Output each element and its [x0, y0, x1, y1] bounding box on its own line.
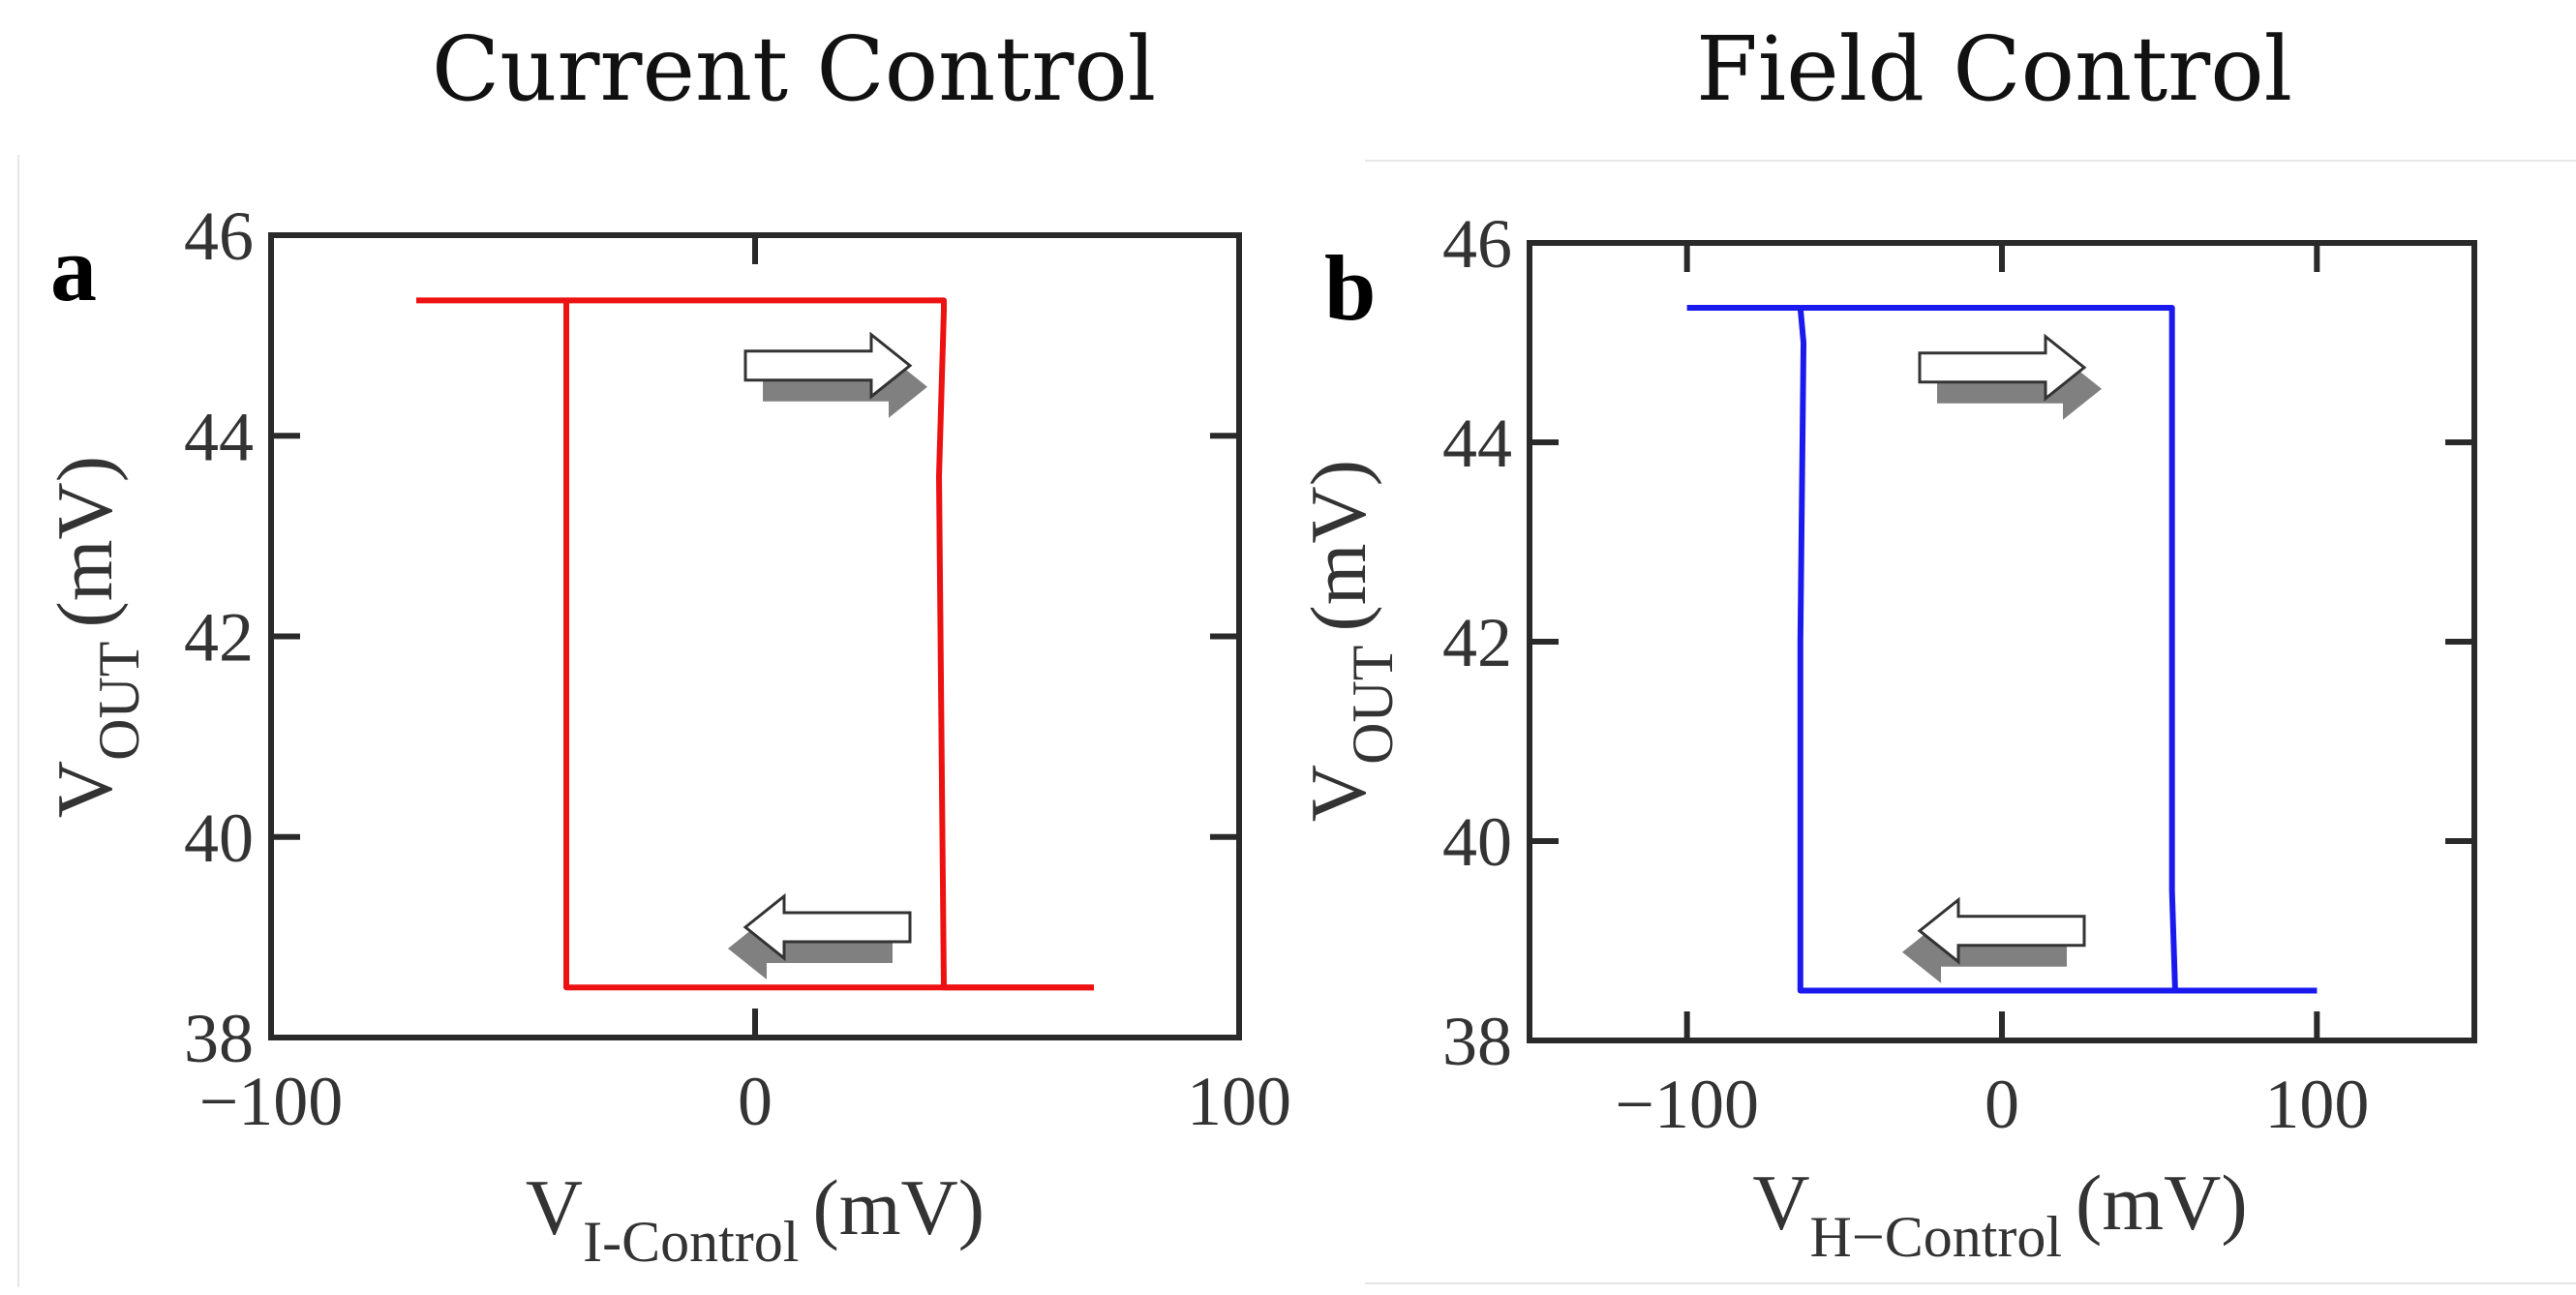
panel-b-xtick-label: 0	[1985, 1066, 2019, 1143]
panel-b-arrow-left	[1917, 896, 2086, 965]
panel-a-y-axis-label: VOUT(mV)	[41, 456, 151, 818]
panel-a-xtick-label: 100	[1187, 1063, 1291, 1140]
panel-b-chart: 38 40 42 44 46 −100 0 100 b VH−Control (mV) VOUT(mV…	[1294, 205, 2477, 1269]
panel-a-arrow-right	[743, 331, 913, 400]
panel-a-xtick-label: 0	[738, 1063, 773, 1140]
panel-b-series-line	[1686, 304, 2318, 994]
panel-b-ytick-label: 38	[1442, 1003, 1512, 1080]
panel-b-arrow-right-shadow	[1937, 357, 2102, 420]
panel-b-ytick-label: 46	[1442, 205, 1512, 283]
panel-b-ytick-label: 40	[1442, 803, 1512, 881]
panel-a-arrow-left-shadow	[728, 918, 893, 980]
panel-a-ytick-label: 46	[184, 197, 254, 275]
panel-b-arrow-right	[1918, 333, 2087, 402]
panel-b-ytick-label: 44	[1442, 405, 1512, 482]
panel-b-letter: b	[1324, 236, 1376, 340]
panel-a-arrow-right-shadow	[763, 355, 927, 418]
panel-b-xtick-label: −100	[1615, 1066, 1759, 1143]
panel-a-title: Current Control	[431, 17, 1157, 121]
panel-a-arrow-left	[742, 892, 912, 962]
panel-a-chart: 38 40 42 44 46 −100 0 100 a VI-Control (mV) VOUT(mV…	[41, 197, 1291, 1274]
panel-b-x-axis-label: VH−Control (mV)	[1752, 1159, 2247, 1269]
panel-a-series-line	[566, 297, 1094, 991]
panel-a-letter: a	[50, 217, 97, 320]
panel-b-title: Field Control	[1695, 17, 2293, 121]
panel-b-series-line	[1800, 304, 2318, 994]
panel-b-arrow-left-shadow	[1902, 920, 2067, 983]
panel-b-frame-top	[1365, 160, 2576, 162]
panel-b-y-axis-label: VOUT(mV)	[1294, 460, 1405, 822]
panel-b-xtick-label: 100	[2264, 1066, 2369, 1143]
panel-a-frame-left	[17, 155, 19, 1287]
panel-a-series-line	[416, 297, 1094, 991]
panel-b-ytick-label: 42	[1442, 604, 1512, 681]
panel-a-xtick-label: −100	[199, 1063, 344, 1140]
panel-a-ytick-label: 38	[184, 1000, 254, 1077]
panel-a-ytick-label: 42	[184, 599, 254, 677]
panel-b-frame-bottom	[1365, 1282, 2576, 1284]
panel-a-ytick-label: 40	[184, 799, 254, 877]
panel-a-ytick-label: 44	[184, 398, 254, 475]
panel-a-x-axis-label: VI-Control (mV)	[526, 1163, 985, 1274]
